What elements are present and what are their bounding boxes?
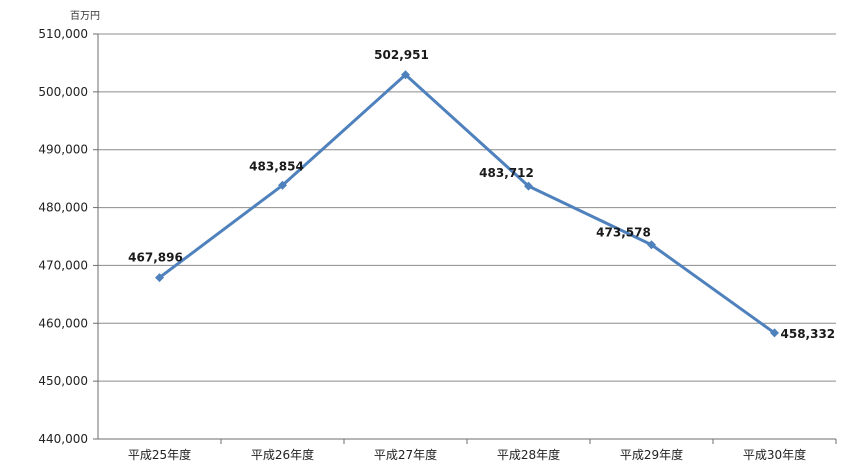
y-tick-label: 500,000 xyxy=(38,85,88,99)
y-tick-label: 470,000 xyxy=(38,258,88,272)
x-tick-label: 平成27年度 xyxy=(374,447,437,462)
y-tick-label: 490,000 xyxy=(38,143,88,157)
data-point xyxy=(278,180,287,190)
data-labels: 467,896 483,854 502,951 483,712 473,578 458,3… xyxy=(128,48,835,341)
gridlines xyxy=(98,33,836,440)
data-label: 467,896 xyxy=(128,251,183,265)
data-label: 502,951 xyxy=(374,48,429,62)
data-point xyxy=(647,240,656,250)
data-point xyxy=(524,181,533,191)
axes: 百万円 440,000 450,000 460,000 470,000 480,000 4… xyxy=(38,10,837,462)
y-tick-label: 510,000 xyxy=(38,27,88,41)
data-point xyxy=(770,328,779,338)
y-tick-label: 480,000 xyxy=(38,201,88,215)
series-line xyxy=(158,73,776,335)
y-tick-label: 460,000 xyxy=(38,316,88,330)
data-label: 473,578 xyxy=(596,226,651,240)
data-label: 483,712 xyxy=(479,166,534,180)
data-label: 483,854 xyxy=(249,159,304,173)
x-tick-label: 平成29年度 xyxy=(620,447,683,462)
x-tick-label: 平成30年度 xyxy=(743,447,806,462)
y-tick-label: 440,000 xyxy=(38,432,88,446)
x-tick-label: 平成25年度 xyxy=(128,447,191,462)
x-tick-label: 平成28年度 xyxy=(497,447,560,462)
x-tick-label: 平成26年度 xyxy=(251,447,314,462)
data-point xyxy=(401,70,410,80)
y-tick-label: 450,000 xyxy=(38,374,88,388)
data-label: 458,332 xyxy=(781,327,836,341)
series-layer xyxy=(155,70,779,338)
y-unit-label: 百万円 xyxy=(70,10,100,22)
data-point xyxy=(155,273,164,283)
